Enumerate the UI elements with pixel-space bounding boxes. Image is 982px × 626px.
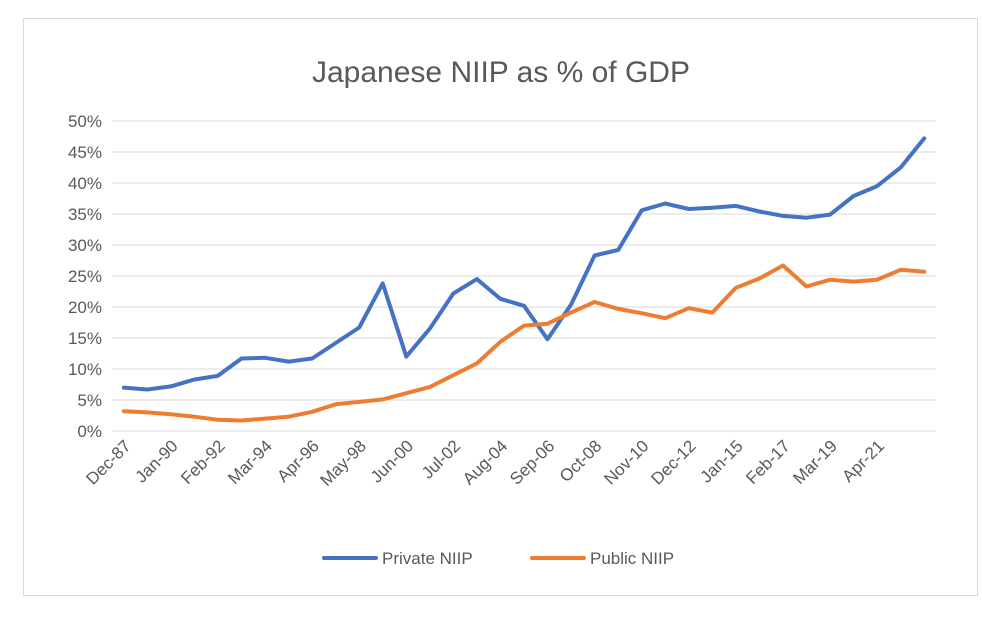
x-tick-label: Apr-96 — [273, 436, 323, 486]
x-axis-ticks: Dec-87Jan-90Feb-92Mar-94Apr-96May-98Jun-… — [82, 436, 888, 490]
x-tick-label: Dec-12 — [647, 436, 699, 488]
chart-title: Japanese NIIP as % of GDP — [312, 56, 690, 89]
y-tick-label: 0% — [77, 422, 102, 441]
x-tick-label: May-98 — [317, 436, 371, 490]
x-tick-label: Jul-02 — [418, 436, 464, 482]
x-tick-label: Dec-87 — [82, 436, 134, 488]
x-tick-label: Aug-04 — [459, 436, 511, 488]
legend: Private NIIP Public NIIP — [322, 549, 674, 568]
y-axis-ticks: 0% 5% 10% 15% 20% 25% 30% 35% 40% 45% 50% — [68, 112, 102, 441]
y-tick-label: 10% — [68, 360, 102, 379]
x-tick-label: Jun-00 — [367, 436, 417, 486]
y-tick-label: 45% — [68, 143, 102, 162]
y-tick-label: 30% — [68, 236, 102, 255]
x-tick-label: Jan-15 — [697, 436, 747, 486]
x-tick-label: Nov-10 — [600, 436, 652, 488]
gridlines — [112, 120, 936, 432]
legend-label: Private NIIP — [382, 549, 473, 568]
legend-label: Public NIIP — [590, 549, 674, 568]
line-chart: Japanese NIIP as % of GDP 0% 5% 10% 15% 20% 2… — [68, 56, 936, 568]
series-lines — [121, 136, 927, 423]
y-tick-label: 25% — [68, 267, 102, 286]
chart-frame: Japanese NIIP as % of GDP 0% 5% 10% 15% 20% 2… — [23, 18, 978, 596]
x-tick-label: Oct-08 — [556, 436, 606, 486]
x-tick-label: Feb-92 — [177, 436, 229, 488]
x-tick-label: Jan-90 — [131, 436, 181, 486]
x-tick-label: Mar-94 — [224, 436, 276, 488]
x-tick-label: Feb-17 — [742, 436, 794, 488]
y-tick-label: 35% — [68, 205, 102, 224]
series-line-private-niip — [121, 136, 927, 392]
y-tick-label: 40% — [68, 174, 102, 193]
x-tick-label: Apr-21 — [838, 436, 888, 486]
y-tick-label: 50% — [68, 112, 102, 131]
y-tick-label: 15% — [68, 329, 102, 348]
y-tick-label: 20% — [68, 298, 102, 317]
series-line-public-niip — [121, 263, 927, 423]
x-tick-label: Mar-19 — [789, 436, 841, 488]
y-tick-label: 5% — [77, 391, 102, 410]
x-tick-label: Sep-06 — [506, 436, 558, 488]
